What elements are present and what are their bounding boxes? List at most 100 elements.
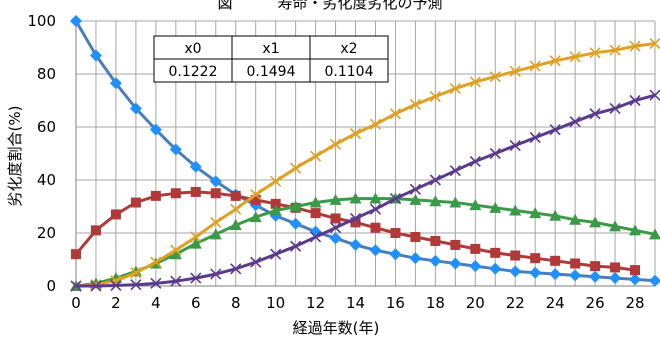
data-point-x xyxy=(290,240,302,252)
data-point-square xyxy=(410,231,421,242)
data-point-square xyxy=(610,262,621,273)
y-tick-label: 80 xyxy=(37,65,56,83)
data-point-triangle xyxy=(249,211,262,223)
series-line xyxy=(75,197,656,288)
data-point-diamond xyxy=(509,265,522,278)
data-point-x xyxy=(509,139,521,152)
x-tick-label: 0 xyxy=(71,294,81,312)
data-point-square xyxy=(110,209,121,220)
data-point-triangle xyxy=(289,200,302,212)
series-5 xyxy=(70,89,660,292)
data-point-triangle xyxy=(449,196,462,208)
data-point-x xyxy=(449,83,461,95)
data-point-square xyxy=(150,190,161,201)
data-point-x xyxy=(349,128,362,140)
data-point-x xyxy=(369,118,382,130)
data-point-x xyxy=(290,162,302,174)
x-tick-label: 6 xyxy=(191,294,201,312)
parameter-header-x1: x1 xyxy=(262,41,279,57)
data-point-diamond xyxy=(589,270,602,283)
data-point-x xyxy=(170,244,182,256)
data-point-x xyxy=(389,192,402,205)
data-point-x xyxy=(509,65,521,77)
data-point-square xyxy=(530,253,541,264)
data-point-x xyxy=(190,272,202,284)
data-point-x xyxy=(429,90,441,103)
data-point-x xyxy=(609,102,621,115)
data-point-diamond xyxy=(429,254,442,267)
axes xyxy=(75,21,655,287)
chart-title: 図 寿命・劣化度劣化の予測 xyxy=(217,0,442,12)
data-point-square xyxy=(330,213,341,224)
data-point-x xyxy=(130,267,142,279)
data-point-x xyxy=(210,268,222,280)
x-tick-label: 24 xyxy=(546,294,565,312)
data-point-square xyxy=(210,188,221,199)
data-point-x xyxy=(230,203,242,215)
data-point-triangle xyxy=(429,195,442,207)
data-point-x xyxy=(210,216,222,228)
data-point-square xyxy=(450,239,461,250)
data-point-diamond xyxy=(569,269,582,282)
data-point-x xyxy=(270,248,282,260)
data-point-x xyxy=(529,132,541,144)
data-point-square xyxy=(130,197,141,208)
series-line xyxy=(76,93,656,288)
data-point-square xyxy=(90,225,101,236)
data-point-diamond xyxy=(609,272,622,285)
data-point-square xyxy=(230,190,241,201)
x-tick-label: 26 xyxy=(586,294,605,312)
data-point-diamond xyxy=(489,262,502,275)
data-point-triangle xyxy=(529,207,542,219)
x-tick-label: 16 xyxy=(386,294,405,312)
data-point-square xyxy=(370,222,381,233)
data-point-square xyxy=(170,188,181,199)
data-point-diamond xyxy=(349,238,362,251)
parameter-header-x2: x2 xyxy=(340,41,357,57)
data-point-triangle xyxy=(489,201,502,213)
data-point-diamond xyxy=(109,77,122,90)
data-point-x xyxy=(130,279,142,291)
data-point-diamond xyxy=(289,217,302,230)
data-point-diamond xyxy=(89,49,102,62)
series-line xyxy=(75,42,656,288)
data-point-x xyxy=(429,174,441,186)
data-point-square xyxy=(490,247,501,258)
series-1 xyxy=(70,15,660,287)
data-point-square xyxy=(470,243,481,254)
x-tick-labels: 0 2 4 6 8 10 12 14 16 18 20 22 24 26 28 xyxy=(71,294,644,312)
data-point-x xyxy=(569,51,581,63)
data-point-x xyxy=(489,71,501,83)
data-point-diamond xyxy=(369,244,382,257)
data-point-triangle xyxy=(509,204,522,216)
x-tick-label: 14 xyxy=(346,294,365,312)
data-point-triangle xyxy=(409,193,422,205)
data-point-x xyxy=(90,280,102,292)
parameter-table: x0 x1 x2 0.1222 0.1494 0.1104 xyxy=(153,35,389,83)
data-point-square xyxy=(71,249,81,260)
data-point-diamond xyxy=(329,232,342,245)
data-point-diamond xyxy=(149,123,162,136)
x-tick-label: 20 xyxy=(466,294,485,312)
data-point-x xyxy=(270,175,282,187)
data-point-x xyxy=(329,138,342,150)
data-point-x xyxy=(549,124,561,136)
data-point-x xyxy=(170,275,182,287)
data-point-x xyxy=(629,94,641,107)
data-point-diamond xyxy=(629,273,642,286)
data-point-triangle xyxy=(329,193,342,205)
data-point-x xyxy=(329,222,342,234)
data-point-x xyxy=(409,183,421,195)
data-point-diamond xyxy=(189,160,202,173)
data-point-triangle xyxy=(349,192,362,204)
data-point-triangle xyxy=(229,219,242,231)
y-axis-title: 劣化度割合(%) xyxy=(6,106,24,207)
data-point-diamond xyxy=(649,274,660,287)
data-point-x xyxy=(469,155,481,168)
x-axis-title: 経過年数(年) xyxy=(293,319,380,337)
data-point-diamond xyxy=(469,260,482,273)
data-point-x xyxy=(250,189,262,201)
data-point-x xyxy=(409,98,421,111)
parameter-value-x2: 0.1104 xyxy=(325,64,374,80)
